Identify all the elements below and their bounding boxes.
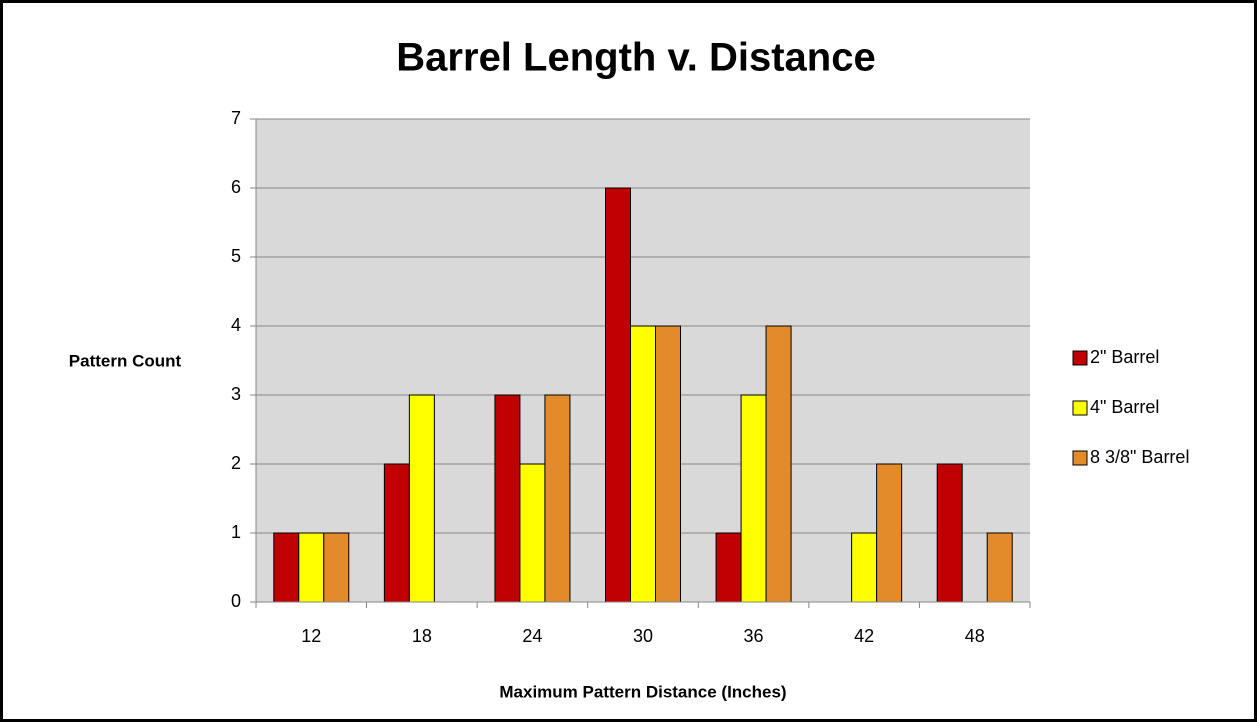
x-axis-label: Maximum Pattern Distance (Inches) — [499, 682, 786, 701]
x-tick-label: 18 — [412, 626, 432, 646]
bar — [630, 325, 656, 603]
x-tick-label: 12 — [301, 626, 321, 646]
legend-swatch — [1072, 350, 1088, 366]
bar — [544, 394, 571, 603]
y-tick-label: 4 — [231, 315, 241, 335]
legend-label: 2" Barrel — [1090, 347, 1159, 367]
bar — [655, 325, 681, 603]
bar — [936, 463, 963, 603]
y-tick-label: 1 — [231, 522, 241, 542]
bar — [876, 463, 903, 603]
x-tick-label: 42 — [854, 626, 874, 646]
chart-title: Barrel Length v. Distance — [396, 36, 875, 80]
bar — [715, 532, 742, 603]
legend-swatch — [1072, 450, 1088, 466]
y-tick-label: 3 — [231, 384, 241, 404]
x-tick-label: 48 — [965, 626, 985, 646]
x-tick-label: 30 — [633, 626, 653, 646]
bar — [323, 532, 350, 603]
bar — [519, 463, 546, 603]
bar — [986, 532, 1013, 603]
y-tick-label: 7 — [231, 108, 241, 128]
bar — [408, 394, 435, 603]
bar — [605, 187, 631, 603]
legend-label: 8 3/8" Barrel — [1090, 447, 1189, 467]
bar — [765, 325, 792, 603]
bar — [298, 532, 325, 603]
y-tick-label: 0 — [231, 591, 241, 611]
bar — [383, 463, 410, 603]
y-tick-label: 2 — [231, 453, 241, 473]
bar — [851, 532, 878, 603]
legend-swatch — [1072, 400, 1088, 416]
y-axis-label: Pattern Count — [69, 351, 182, 370]
y-tick-label: 5 — [231, 246, 241, 266]
y-tick-label: 6 — [231, 177, 241, 197]
legend-label: 4" Barrel — [1090, 397, 1159, 417]
bar — [273, 532, 300, 603]
x-tick-label: 36 — [744, 626, 764, 646]
bar — [740, 394, 767, 603]
bar — [494, 394, 521, 603]
x-tick-label: 24 — [522, 626, 542, 646]
